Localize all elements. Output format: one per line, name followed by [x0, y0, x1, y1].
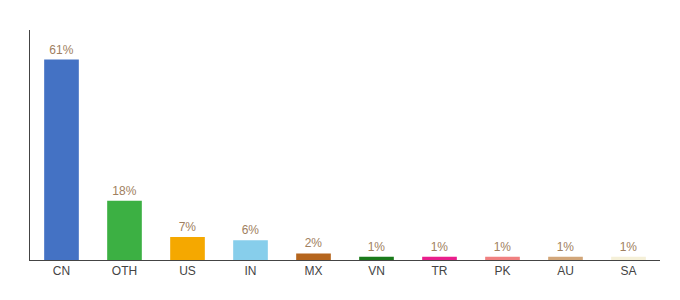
svg-text:US: US	[179, 264, 196, 278]
svg-text:1%: 1%	[431, 240, 449, 254]
svg-text:SA: SA	[620, 264, 636, 278]
svg-text:OTH: OTH	[112, 264, 137, 278]
svg-text:2%: 2%	[305, 236, 323, 250]
svg-text:VN: VN	[368, 264, 385, 278]
svg-text:18%: 18%	[112, 184, 136, 198]
svg-text:AU: AU	[557, 264, 574, 278]
svg-text:1%: 1%	[620, 240, 638, 254]
svg-text:7%: 7%	[179, 220, 197, 234]
svg-text:PK: PK	[494, 264, 510, 278]
svg-text:1%: 1%	[494, 240, 512, 254]
svg-text:IN: IN	[245, 264, 257, 278]
svg-text:MX: MX	[305, 264, 323, 278]
svg-text:CN: CN	[53, 264, 70, 278]
svg-text:61%: 61%	[49, 43, 73, 57]
svg-text:1%: 1%	[368, 240, 386, 254]
svg-text:6%: 6%	[242, 223, 260, 237]
svg-text:TR: TR	[432, 264, 448, 278]
svg-text:1%: 1%	[557, 240, 575, 254]
